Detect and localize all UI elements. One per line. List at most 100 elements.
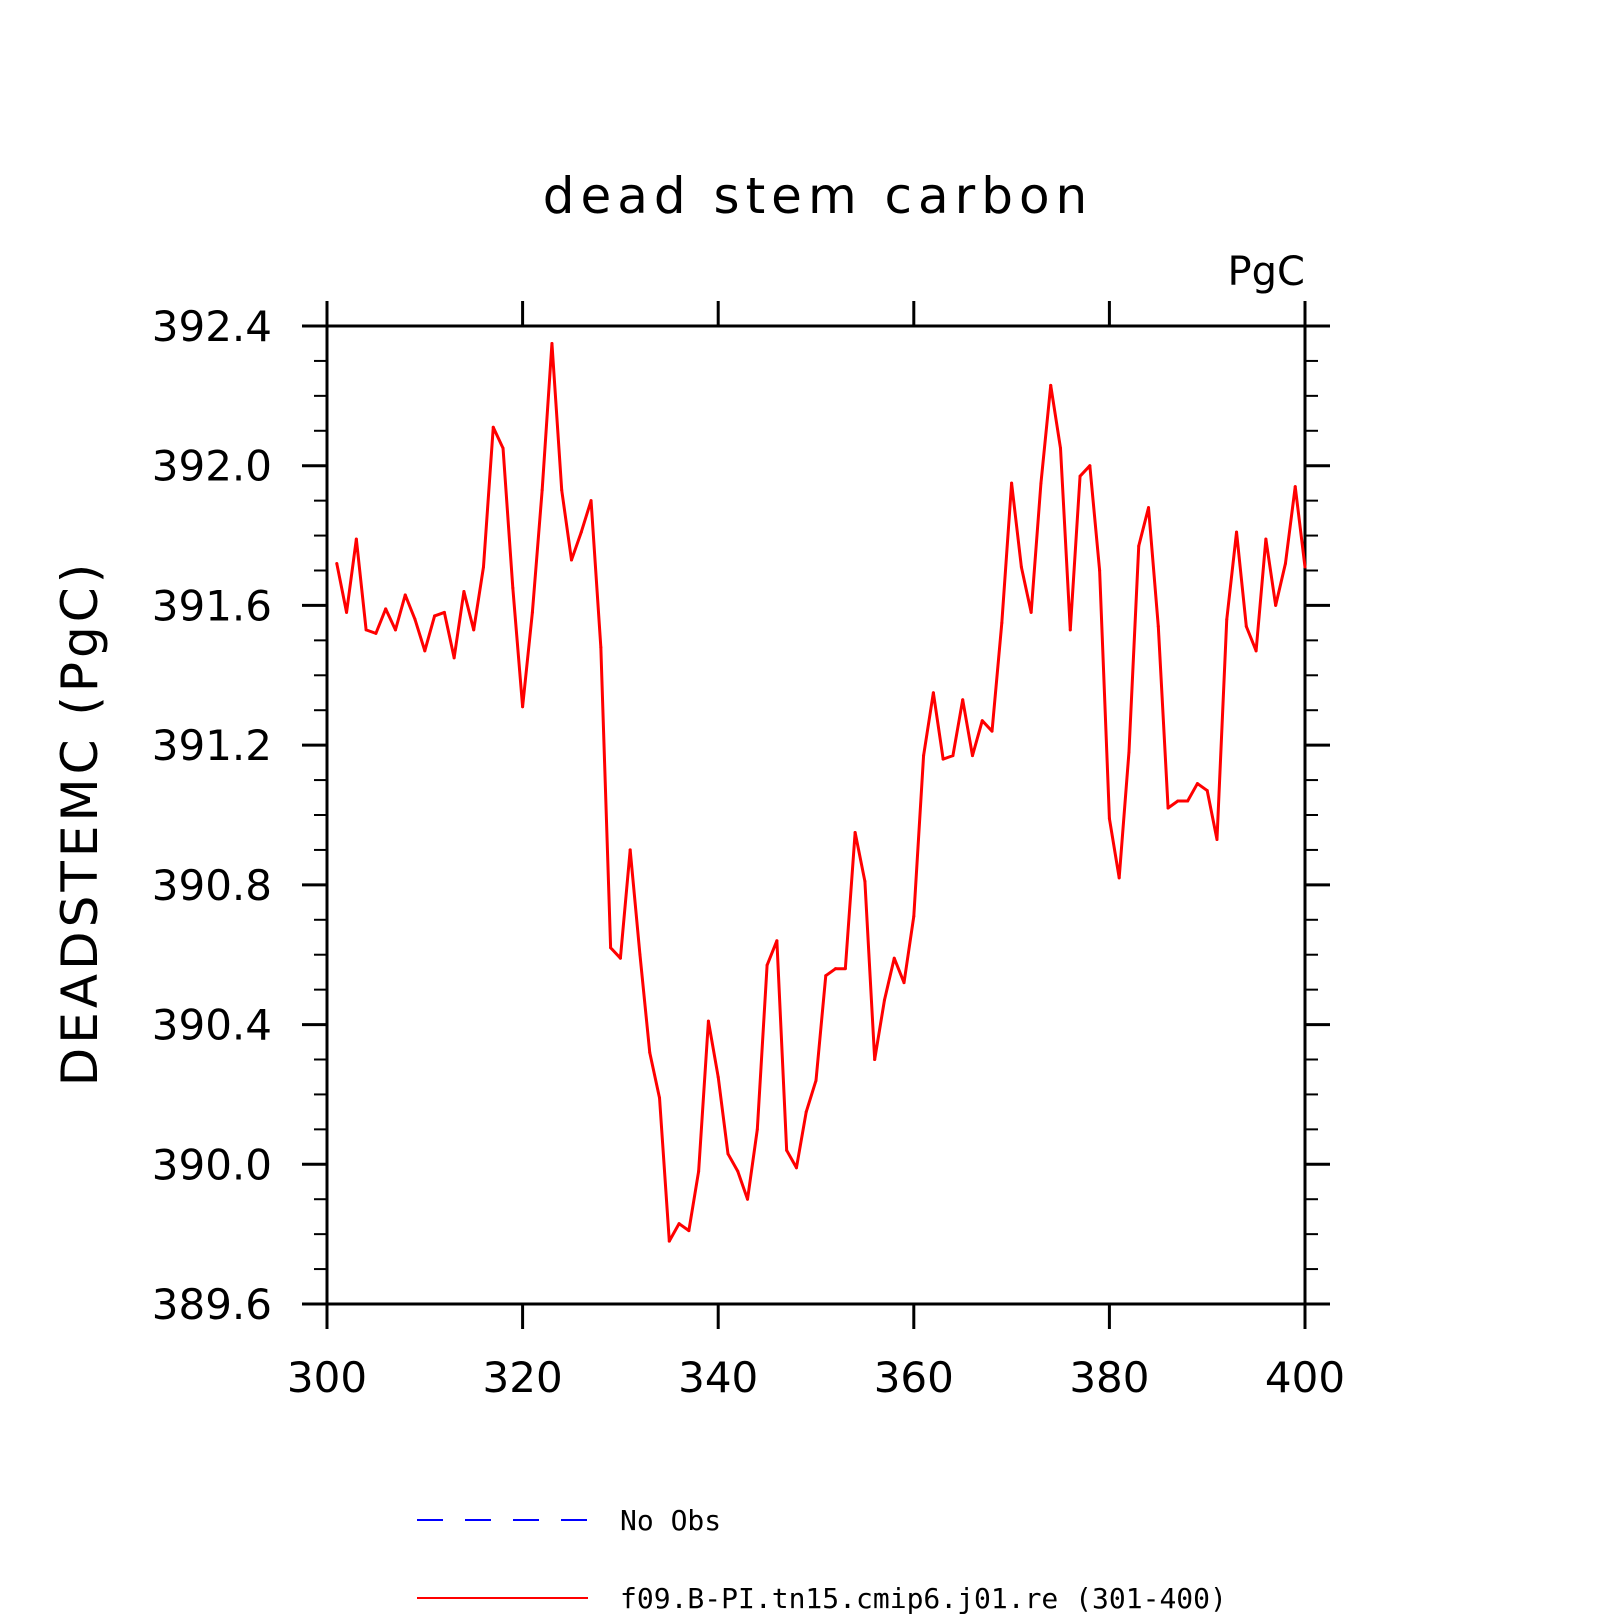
- data-point: [667, 1239, 671, 1243]
- data-point: [922, 754, 926, 758]
- data-point: [579, 530, 583, 534]
- data-point: [423, 649, 427, 653]
- data-point: [1147, 506, 1151, 510]
- data-point: [1098, 569, 1102, 572]
- x-tick-label: 400: [1265, 1353, 1345, 1402]
- data-point: [990, 729, 994, 733]
- data-point: [345, 610, 349, 614]
- data-point: [931, 691, 935, 695]
- data-point: [1244, 624, 1248, 628]
- data-point: [834, 967, 838, 971]
- x-tick-label: 320: [483, 1353, 563, 1402]
- data-point: [746, 1197, 750, 1201]
- data-point: [1039, 481, 1043, 485]
- data-point: [570, 558, 573, 562]
- data-point: [599, 645, 603, 649]
- data-point: [374, 631, 378, 635]
- data-point: [824, 974, 828, 978]
- y-tick-label: 392.0: [152, 442, 272, 491]
- data-point: [980, 719, 984, 723]
- data-point: [530, 610, 534, 614]
- x-tick-label: 360: [874, 1353, 954, 1402]
- data-point: [384, 607, 388, 611]
- data-point: [442, 610, 446, 614]
- plot-frame: [325, 324, 1307, 1306]
- data-point: [1117, 876, 1121, 880]
- data-point: [618, 956, 622, 960]
- data-point: [550, 341, 554, 345]
- unit-label: PgC: [1228, 249, 1305, 295]
- data-point: [716, 1075, 720, 1079]
- data-point: [1283, 562, 1287, 566]
- data-point: [540, 488, 544, 492]
- data-point: [462, 589, 466, 593]
- data-point: [354, 537, 358, 541]
- data-point: [472, 628, 476, 632]
- data-point: [501, 446, 505, 450]
- data-point: [970, 754, 974, 758]
- data-point: [755, 1127, 759, 1131]
- legend-label: No Obs: [620, 1504, 721, 1537]
- data-point: [1264, 537, 1268, 541]
- y-tick-label: 390.8: [152, 861, 272, 910]
- data-point: [481, 565, 485, 569]
- data-point: [1049, 383, 1053, 387]
- data-point: [1078, 474, 1082, 478]
- y-tick-label: 389.6: [152, 1280, 272, 1329]
- data-point: [1068, 628, 1072, 632]
- data-point: [1176, 799, 1180, 803]
- y-axis-label: DEADSTEMC (PgC): [51, 560, 109, 1086]
- data-point: [364, 628, 368, 632]
- data-point: [452, 656, 456, 660]
- y-tick-label: 392.4: [152, 302, 272, 351]
- data-point: [1195, 782, 1199, 786]
- x-tick-label: 380: [1069, 1353, 1149, 1402]
- chart-title: dead stem carbon: [543, 167, 1094, 225]
- data-point: [873, 1058, 877, 1061]
- data-point: [1137, 544, 1141, 548]
- data-point: [785, 1148, 789, 1152]
- data-point: [609, 946, 613, 950]
- data-point: [491, 425, 495, 429]
- data-point: [961, 698, 965, 702]
- data-point: [511, 586, 515, 590]
- data-point: [628, 848, 632, 852]
- data-point: [1156, 624, 1160, 628]
- data-point: [1205, 789, 1209, 793]
- data-point: [648, 1051, 652, 1055]
- data-point: [1186, 799, 1190, 803]
- data-point: [560, 488, 564, 492]
- data-point: [1088, 464, 1092, 468]
- data-point: [765, 963, 769, 967]
- data-point: [1029, 610, 1033, 614]
- data-point: [902, 981, 906, 985]
- data-point: [1215, 837, 1219, 841]
- data-point: [1166, 806, 1170, 810]
- data-point: [814, 1078, 818, 1082]
- data-point: [687, 1229, 691, 1233]
- data-point: [335, 562, 339, 566]
- y-tick-label: 391.2: [152, 721, 272, 770]
- data-point: [1019, 565, 1023, 569]
- data-point: [1127, 750, 1131, 754]
- y-tick-label: 390.4: [152, 1001, 272, 1050]
- data-point: [912, 914, 916, 918]
- data-point: [1059, 446, 1062, 450]
- legend-label: f09.B-PI.tn15.cmip6.j01.re (301-400): [620, 1582, 1227, 1615]
- series-line: [335, 341, 1307, 1243]
- data-point: [1254, 649, 1258, 653]
- data-point: [658, 1096, 662, 1100]
- data-point: [794, 1166, 798, 1170]
- data-point: [853, 830, 857, 834]
- data-point: [1225, 617, 1229, 621]
- data-point: [413, 617, 417, 621]
- data-point: [1010, 481, 1014, 485]
- data-point: [697, 1169, 701, 1173]
- x-tick-label: 340: [678, 1353, 758, 1402]
- data-point: [804, 1110, 808, 1114]
- data-point: [638, 953, 642, 957]
- data-point: [589, 499, 593, 503]
- data-point: [775, 939, 779, 943]
- data-point: [1235, 530, 1239, 534]
